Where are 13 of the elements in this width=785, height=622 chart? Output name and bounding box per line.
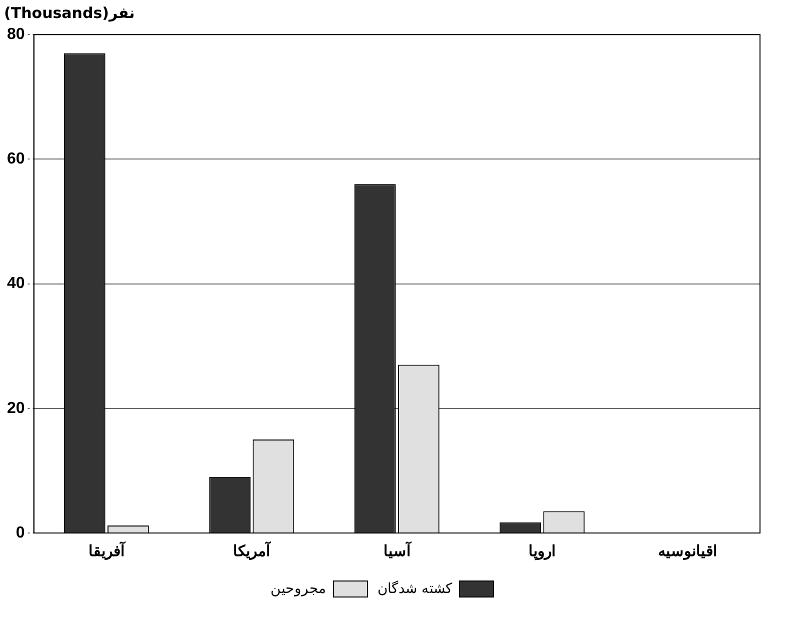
legend-label: کشته شدگان (378, 580, 452, 596)
x-tick-label: آمریکا (233, 541, 272, 560)
x-tick-label: اروپا (528, 543, 556, 562)
legend-label: مجروحین (270, 580, 327, 597)
y-tick-label: 0 (16, 524, 25, 542)
y-tick-label: 60 (7, 150, 25, 168)
y-tick-label: 40 (7, 275, 25, 292)
x-tick-label: آفریقا (88, 541, 126, 560)
y-tick-label: 20 (7, 400, 25, 417)
x-tick-label: آسیا (383, 541, 412, 560)
y-axis-title: نفر(Thousands) (4, 4, 135, 22)
y-tick-label: 80 (7, 26, 25, 44)
x-tick-label: اقیانوسیه (658, 543, 717, 560)
